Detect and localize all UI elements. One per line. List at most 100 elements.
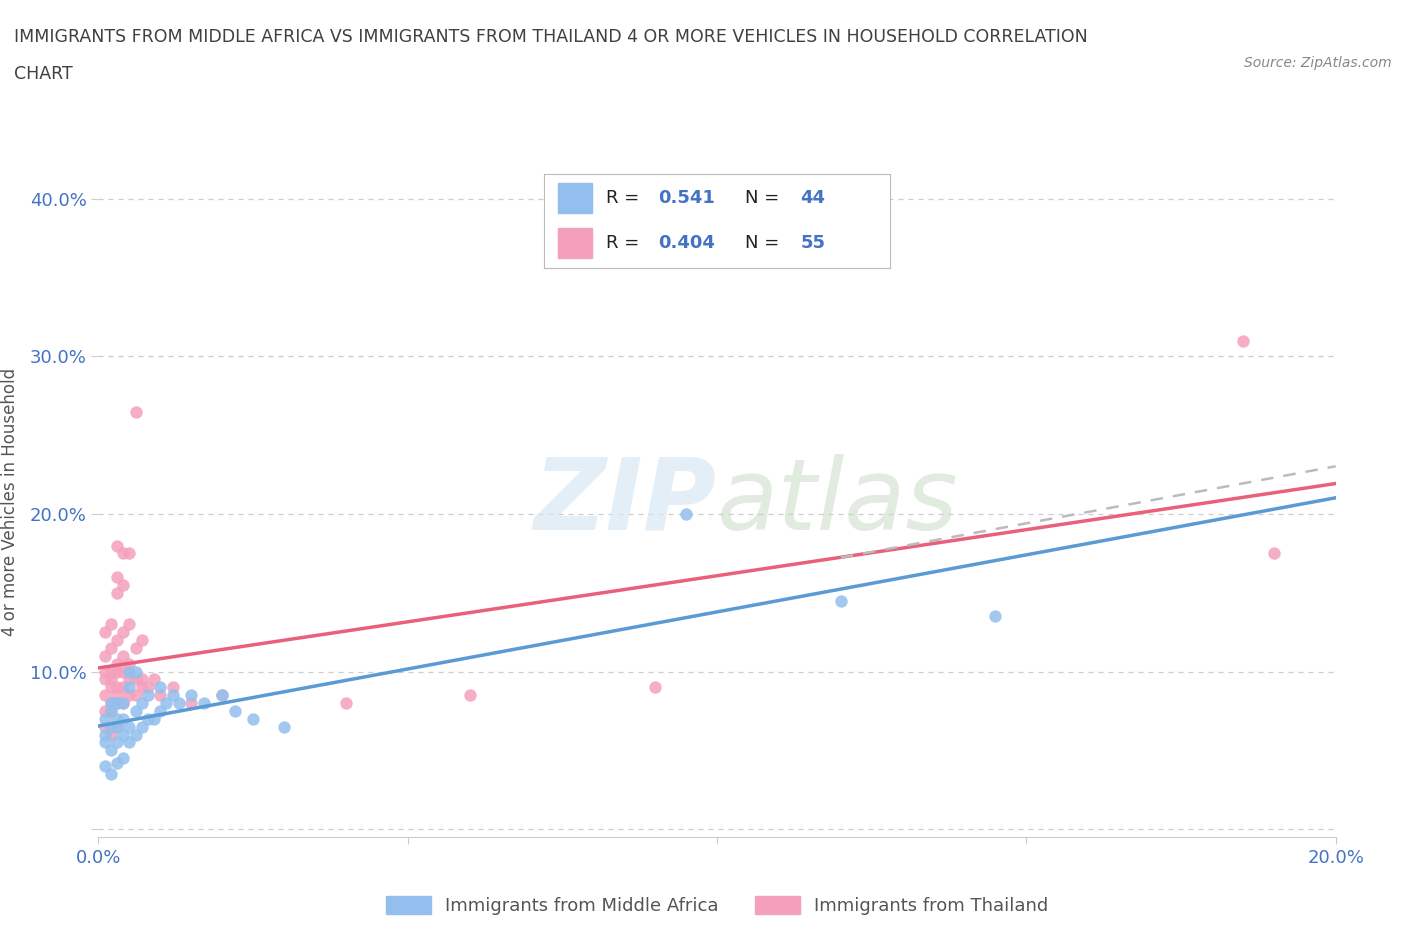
Point xyxy=(273,719,295,734)
Point xyxy=(112,546,135,561)
Point xyxy=(118,719,141,734)
Point xyxy=(112,711,135,726)
Point xyxy=(124,405,146,419)
Point xyxy=(118,672,141,687)
Point xyxy=(984,609,1007,624)
Point xyxy=(124,727,146,742)
Text: atlas: atlas xyxy=(717,454,959,551)
Point xyxy=(105,711,128,726)
Legend: Immigrants from Middle Africa, Immigrants from Thailand: Immigrants from Middle Africa, Immigrant… xyxy=(385,896,1049,915)
Point xyxy=(118,735,141,750)
Point xyxy=(143,672,166,687)
Point xyxy=(93,727,115,742)
Point xyxy=(105,719,128,734)
Point xyxy=(644,680,666,695)
Point xyxy=(830,593,852,608)
Point xyxy=(112,696,135,711)
Point xyxy=(211,688,233,703)
Point xyxy=(112,578,135,592)
Point xyxy=(118,657,141,671)
Point xyxy=(100,672,122,687)
Point xyxy=(112,751,135,765)
Point xyxy=(100,641,122,656)
Point xyxy=(149,680,172,695)
Point xyxy=(100,680,122,695)
Point xyxy=(100,696,122,711)
Point xyxy=(1263,546,1285,561)
Point xyxy=(93,688,115,703)
Point xyxy=(136,711,159,726)
Point xyxy=(100,703,122,718)
Point xyxy=(93,625,115,640)
Text: IMMIGRANTS FROM MIDDLE AFRICA VS IMMIGRANTS FROM THAILAND 4 OR MORE VEHICLES IN : IMMIGRANTS FROM MIDDLE AFRICA VS IMMIGRA… xyxy=(14,28,1088,46)
Point xyxy=(105,538,128,553)
Point xyxy=(105,696,128,711)
Point xyxy=(124,703,146,718)
Point xyxy=(100,727,122,742)
Point xyxy=(675,507,697,522)
Point xyxy=(105,680,128,695)
Point xyxy=(105,632,128,647)
Point xyxy=(105,664,128,679)
Point xyxy=(131,696,153,711)
Point xyxy=(100,696,122,711)
Point xyxy=(105,696,128,711)
Point xyxy=(131,672,153,687)
Point xyxy=(131,632,153,647)
Point xyxy=(211,688,233,703)
Text: CHART: CHART xyxy=(14,65,73,83)
Point xyxy=(224,703,246,718)
Point xyxy=(93,672,115,687)
Point xyxy=(118,546,141,561)
Point xyxy=(100,743,122,758)
Point xyxy=(105,755,128,770)
Point xyxy=(112,648,135,663)
Point xyxy=(136,688,159,703)
Point xyxy=(131,680,153,695)
Point xyxy=(155,696,177,711)
Point xyxy=(105,719,128,734)
Point xyxy=(118,617,141,631)
Point xyxy=(131,719,153,734)
Point xyxy=(93,703,115,718)
Point xyxy=(105,735,128,750)
Point xyxy=(112,727,135,742)
Point xyxy=(143,711,166,726)
Point xyxy=(112,625,135,640)
Y-axis label: 4 or more Vehicles in Household: 4 or more Vehicles in Household xyxy=(0,368,18,636)
Point xyxy=(100,719,122,734)
Point xyxy=(180,688,202,703)
Point xyxy=(100,617,122,631)
Point xyxy=(149,703,172,718)
Point xyxy=(105,688,128,703)
Point xyxy=(124,672,146,687)
Point xyxy=(105,657,128,671)
Point xyxy=(105,585,128,600)
Text: Source: ZipAtlas.com: Source: ZipAtlas.com xyxy=(1244,56,1392,70)
Point xyxy=(93,648,115,663)
Point xyxy=(149,688,172,703)
Point xyxy=(162,680,184,695)
Point xyxy=(167,696,190,711)
Point xyxy=(458,688,481,703)
Point xyxy=(93,719,115,734)
Point xyxy=(93,759,115,774)
Point xyxy=(93,664,115,679)
Point xyxy=(112,696,135,711)
Point xyxy=(118,688,141,703)
Point xyxy=(124,664,146,679)
Point xyxy=(112,664,135,679)
Point xyxy=(193,696,215,711)
Point xyxy=(93,711,115,726)
Point xyxy=(124,688,146,703)
Point xyxy=(162,688,184,703)
Point xyxy=(100,766,122,781)
Point xyxy=(118,664,141,679)
Point xyxy=(93,735,115,750)
Point xyxy=(100,664,122,679)
Point xyxy=(112,680,135,695)
Text: ZIP: ZIP xyxy=(534,454,717,551)
Point xyxy=(124,641,146,656)
Point xyxy=(100,703,122,718)
Point xyxy=(242,711,264,726)
